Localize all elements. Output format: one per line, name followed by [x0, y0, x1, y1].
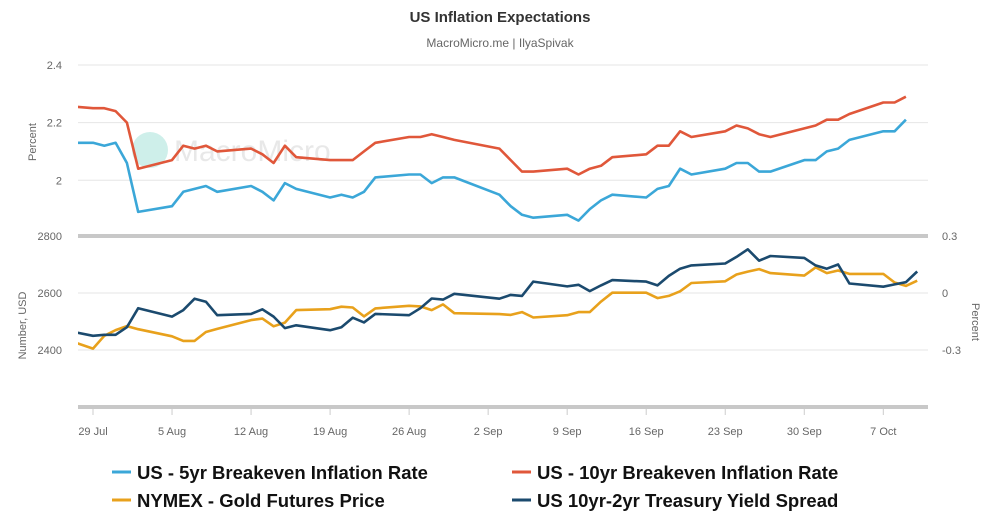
watermark-logo: MacroMicro [132, 132, 331, 168]
y-left-tick-label: 2600 [38, 288, 62, 300]
x-tick-label: 30 Sep [787, 426, 822, 438]
y-right-tick-label: 0.3 [942, 231, 957, 243]
series-lines [78, 95, 919, 350]
legend-label: US - 10yr Breakeven Inflation Rate [537, 462, 838, 483]
x-tick-label: 19 Aug [313, 426, 347, 438]
series-line-us-10yr-breakeven-inflation-rate [78, 95, 907, 176]
legend-label: NYMEX - Gold Futures Price [137, 490, 385, 511]
x-tick-label: 7 Oct [870, 426, 896, 438]
x-tick-label: 29 Jul [78, 426, 107, 438]
chart-subtitle: MacroMicro.me | IlyaSpivak [426, 36, 574, 50]
y-left-tick-label: 2400 [38, 345, 62, 357]
series-line-us-10yr-2yr-treasury-yield-spread [78, 248, 919, 338]
y-right-tick-label: -0.3 [942, 345, 961, 357]
y-left-axis-title: Percent [27, 123, 39, 161]
series-line-us-5yr-breakeven-inflation-rate [78, 118, 907, 222]
x-tick-label: 16 Sep [629, 426, 664, 438]
grid [78, 64, 928, 409]
legend-label: US - 5yr Breakeven Inflation Rate [137, 462, 428, 483]
series-line-nymex-gold-futures-price [78, 266, 918, 350]
legend-item[interactable]: US - 5yr Breakeven Inflation Rate [112, 462, 428, 483]
y-left-tick-label: 2 [56, 175, 62, 187]
y-left-tick-label: 2.4 [47, 60, 62, 72]
axes: 2.4 2.2 2 Percent 2800 2600 2400 Number, USD 0.3… [17, 60, 981, 438]
y-left-tick-label: 2800 [38, 231, 62, 243]
chart-title: US Inflation Expectations [410, 9, 591, 26]
legend-label: US 10yr-2yr Treasury Yield Spread [537, 490, 838, 511]
legend: US - 5yr Breakeven Inflation Rate US - 10… [112, 462, 838, 511]
x-tick-label: 9 Sep [553, 426, 582, 438]
legend-item[interactable]: US - 10yr Breakeven Inflation Rate [512, 462, 838, 483]
y-right-tick-label: 0 [942, 288, 948, 300]
x-tick-label: 26 Aug [392, 426, 426, 438]
x-tick-label: 23 Sep [708, 426, 743, 438]
y-right-axis-title: Percent [969, 303, 981, 341]
legend-item[interactable]: US 10yr-2yr Treasury Yield Spread [512, 490, 838, 511]
watermark-text: MacroMicro [174, 135, 331, 168]
x-tick-label: 12 Aug [234, 426, 268, 438]
x-tick-label: 5 Aug [158, 426, 186, 438]
watermark-logo-icon [132, 132, 168, 168]
x-tick-label: 2 Sep [474, 426, 503, 438]
legend-item[interactable]: NYMEX - Gold Futures Price [112, 490, 385, 511]
y-left-axis-title: Number, USD [17, 292, 29, 360]
y-left-tick-label: 2.2 [47, 118, 62, 130]
